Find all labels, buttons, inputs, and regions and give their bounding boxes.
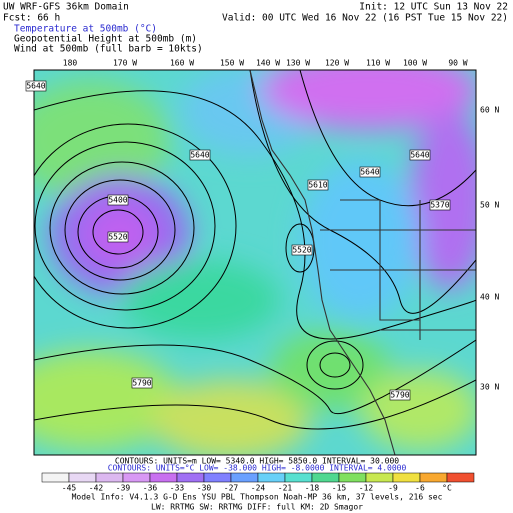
colorbar-label: -24 — [251, 484, 266, 493]
contour-label-box — [291, 244, 313, 256]
colorbar-swatch — [203, 472, 232, 483]
contour-label-box — [107, 231, 129, 243]
contour-label: 5790 — [132, 379, 151, 388]
colorbar: -45 -42 -39 -36 -33 -30 -27 -24 -21 -18 -15 -12 -9 -6… — [41, 472, 475, 493]
contour-label-box — [389, 389, 411, 401]
colorbar-swatch — [41, 472, 70, 483]
longitude-label: 120 W — [325, 59, 349, 68]
contour-label: 5400 — [108, 196, 127, 205]
map-frame — [33, 69, 477, 456]
latitude-label: 60 N — [480, 106, 499, 115]
longitude-label: 170 W — [113, 59, 137, 68]
colorbar-label: -33 — [170, 484, 185, 493]
contour-label: 5640 — [26, 82, 45, 91]
colorbar-label: -45 — [62, 484, 77, 493]
latitude-label: 40 N — [480, 293, 499, 302]
colorbar-label: °C — [442, 484, 452, 493]
colorbar-label: -36 — [143, 484, 158, 493]
contour-label: 5370 — [430, 201, 449, 210]
colorbar-label: -27 — [224, 484, 239, 493]
contour-label-box — [429, 199, 451, 211]
contour-label: 5640 — [360, 168, 379, 177]
contour-label-box — [25, 80, 47, 92]
init-time: Init: 12 UTC Sun 13 Nov 22 — [359, 2, 508, 13]
contour-label-box — [107, 194, 129, 206]
longitude-label: 140 W — [256, 59, 280, 68]
colorbar-swatch — [311, 472, 340, 483]
colorbar-label: -18 — [305, 484, 320, 493]
contour-label: 5640 — [190, 151, 209, 160]
colorbar-label: -12 — [359, 484, 374, 493]
colorbar-label: -42 — [89, 484, 104, 493]
colorbar-swatch — [257, 472, 286, 483]
colorbar-swatch — [149, 472, 178, 483]
colorbar-swatch — [122, 472, 151, 483]
longitude-label: 160 W — [170, 59, 194, 68]
longitude-label: 100 W — [403, 59, 427, 68]
longitude-label: 130 W — [286, 59, 310, 68]
forecast-hour: Fcst: 66 h — [3, 13, 60, 24]
temp-contour-info: CONTOURS: UNITS=°C LOW= -38.000 HIGH= -8… — [108, 464, 407, 473]
colorbar-label: -30 — [197, 484, 212, 493]
colorbar-swatch — [68, 472, 97, 483]
latitude-label: 30 N — [480, 383, 499, 392]
coastlines — [249, 70, 476, 455]
colorbar-swatch — [365, 472, 394, 483]
field-label: Wind at 500mb (full barb = 10kts) — [14, 44, 203, 55]
longitude-label: 90 W — [448, 59, 467, 68]
map — [34, 70, 476, 455]
contour-label: 5790 — [390, 391, 409, 400]
contour-label-box — [409, 149, 431, 161]
model-info: Model Info: V4.1.3 G-D Ens YSU PBL Thomp… — [72, 493, 443, 502]
colorbar-swatch — [419, 472, 448, 483]
colorbar-swatch — [338, 472, 367, 483]
latitude-label: 50 N — [480, 201, 499, 210]
contour-label-box — [189, 149, 211, 161]
contour-label-box — [307, 179, 329, 191]
physics-info: LW: RRTMG SW: RRTMG DIFF: full KM: 2D Sm… — [151, 503, 363, 512]
contour-label-box — [131, 377, 153, 389]
colorbar-label: -39 — [116, 484, 131, 493]
contour-label-box — [359, 166, 381, 178]
colorbar-label: -21 — [278, 484, 293, 493]
colorbar-swatch — [95, 472, 124, 483]
contour-label: 5610 — [308, 181, 327, 190]
colorbar-label: -6 — [415, 484, 425, 493]
contour-label: 5520 — [292, 246, 311, 255]
colorbar-label: -15 — [332, 484, 347, 493]
field-label: Geopotential Height at 500mb (m) — [14, 34, 197, 45]
valid-time: Valid: 00 UTC Wed 16 Nov 22 (16 PST Tue … — [222, 13, 508, 24]
longitude-label: 180 — [63, 59, 78, 68]
longitude-label: 150 W — [220, 59, 244, 68]
contour-label: 5640 — [410, 151, 429, 160]
colorbar-swatch — [230, 472, 259, 483]
colorbar-label: -9 — [388, 484, 398, 493]
colorbar-swatch — [176, 472, 205, 483]
height-contour-info: CONTOURS: UNITS=m LOW= 5340.0 HIGH= 5850… — [115, 457, 399, 466]
contour-label: 5520 — [108, 233, 127, 242]
colorbar-swatch — [392, 472, 421, 483]
colorbar-swatch — [284, 472, 313, 483]
longitude-label: 110 W — [366, 59, 390, 68]
field-label: Temperature at 500mb (°C) — [14, 24, 157, 35]
model-title: UW WRF-GFS 36km Domain — [3, 2, 129, 13]
colorbar-swatch — [446, 472, 475, 483]
